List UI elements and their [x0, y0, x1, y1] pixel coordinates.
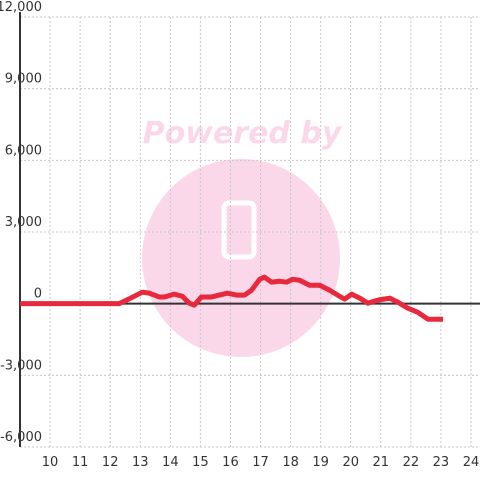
y-tick-label: 12,000 — [0, 0, 42, 15]
x-tick-label: 22 — [403, 455, 420, 470]
y-tick-label: 9,000 — [5, 72, 42, 87]
x-tick-label: 12 — [102, 455, 119, 470]
x-tick-label: 15 — [192, 455, 209, 470]
x-tick-label: 14 — [162, 455, 179, 470]
x-tick-label: 17 — [252, 455, 269, 470]
y-tick-label: -6,000 — [0, 430, 42, 445]
data-line — [20, 274, 444, 322]
x-tick-label: 13 — [132, 455, 149, 470]
x-tick-label: 11 — [72, 455, 89, 470]
x-tick-label: 10 — [42, 455, 59, 470]
x-tick-label: 24 — [463, 455, 480, 470]
x-tick-label: 20 — [342, 455, 359, 470]
watermark: Powered by — [142, 116, 343, 357]
watermark-text: Powered by — [143, 116, 343, 151]
x-tick-label: 16 — [222, 455, 239, 470]
x-tick-label: 19 — [312, 455, 329, 470]
x-tick-label: 23 — [433, 455, 450, 470]
y-tick-label: 6,000 — [5, 143, 42, 158]
y-tick-label: 0 — [34, 287, 42, 302]
y-tick-label: -3,000 — [0, 358, 42, 373]
y-tick-label: 3,000 — [5, 215, 42, 230]
watermark-icon — [221, 200, 257, 260]
x-tick-label: 21 — [373, 455, 390, 470]
x-tick-label: 18 — [282, 455, 299, 470]
